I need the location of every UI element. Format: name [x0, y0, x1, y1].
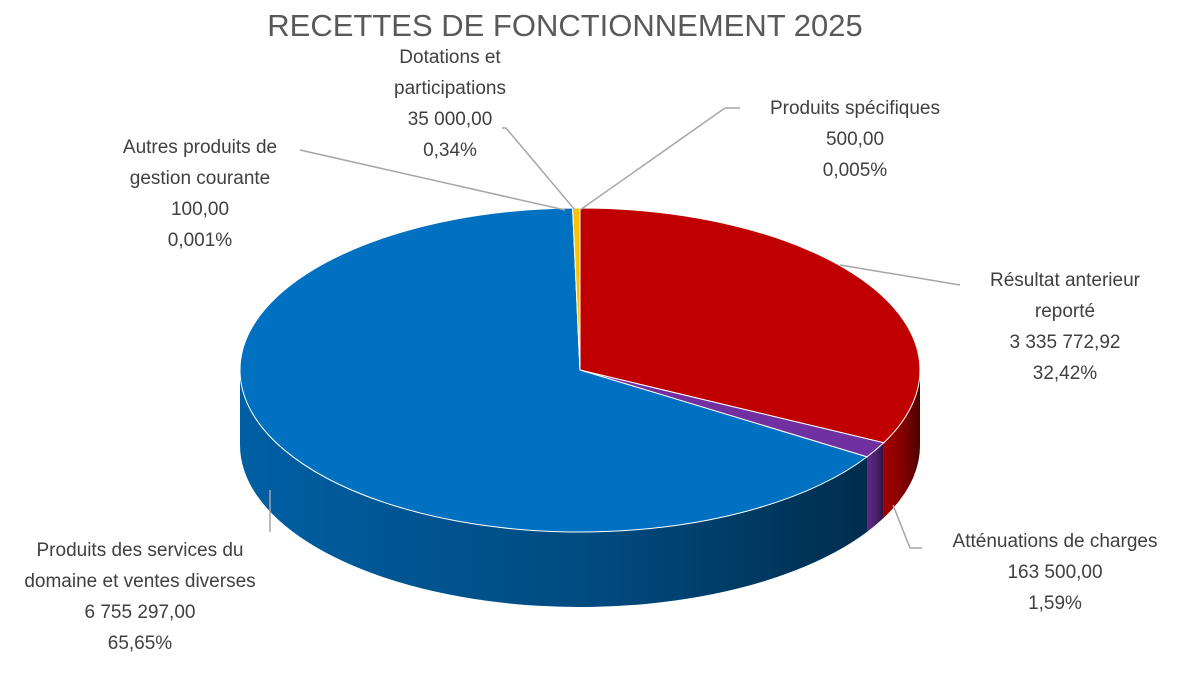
leader-line [839, 264, 961, 286]
value-label: 100,00 [170, 199, 230, 220]
data-label: Produits des services du domaine et vent… [5, 535, 275, 659]
percent-label: 65,65% [107, 633, 173, 654]
leader-line [502, 127, 576, 211]
percent-label: 1,59% [1028, 593, 1082, 614]
category-label: Produits des services du domaine et vent… [24, 540, 256, 592]
percent-label: 0,005% [822, 160, 888, 181]
category-label: Dotations et participations [394, 47, 506, 99]
percent-label: 0,34% [423, 140, 477, 161]
slice [239, 207, 869, 533]
percent-label: 32,42% [1032, 363, 1098, 384]
leader-line [892, 504, 922, 549]
slice [579, 207, 921, 444]
category-label: Résultat anterieur reporté [990, 270, 1140, 322]
category-label: Produits spécifiques [769, 98, 941, 119]
chart-title: RECETTES DE FONCTIONNEMENT 2025 [267, 8, 863, 43]
data-label: Atténuations de charges 163 500,00 1,59% [915, 526, 1190, 619]
slice-side-shade [867, 442, 884, 532]
value-label: 3 335 772,92 [1009, 332, 1121, 353]
data-label: Résultat anterieur reporté 3 335 772,92 32… [960, 265, 1170, 389]
data-label: Produits spécifiques 500,00 0,005% [735, 93, 975, 186]
data-label: Autres produits de gestion courante 100,0… [93, 132, 308, 256]
percent-label: 0,001% [167, 230, 233, 251]
category-label: Atténuations de charges [952, 531, 1158, 552]
leader-line [299, 149, 566, 211]
value-label: 500,00 [825, 129, 885, 150]
slice-side-shade [883, 370, 920, 518]
category-label: Autres produits de gestion courante [122, 137, 278, 189]
leader-line [579, 107, 740, 211]
value-label: 35 000,00 [407, 109, 493, 130]
slice-side-shade [240, 370, 868, 607]
data-label: Dotations et participations 35 000,00 0,34… [370, 42, 530, 166]
value-label: 6 755 297,00 [84, 602, 196, 623]
value-label: 163 500,00 [1007, 562, 1103, 583]
